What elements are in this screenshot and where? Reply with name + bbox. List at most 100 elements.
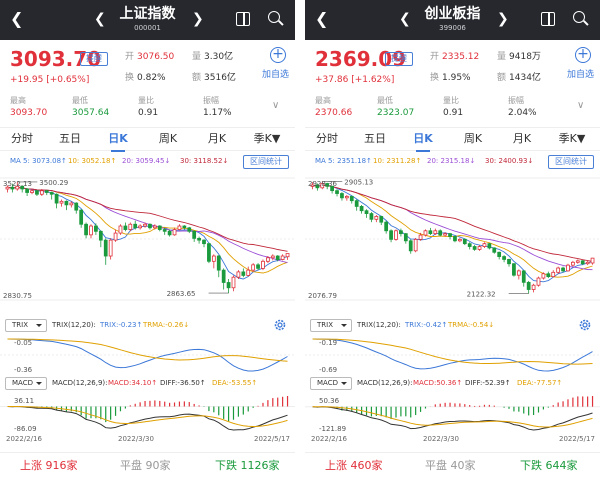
add-circle-icon[interactable]: +	[575, 47, 591, 63]
trix-bottom-label: -0.36	[14, 366, 33, 374]
candle-body	[10, 186, 15, 190]
split-screen-icon[interactable]	[236, 12, 250, 26]
back-arrow-icon[interactable]: ❮	[315, 9, 329, 28]
chevron-down-icon[interactable]: ∨	[577, 100, 585, 111]
tab-weekly-k[interactable]: 周K	[463, 132, 483, 145]
date-mid: 2022/3/30	[423, 435, 459, 443]
candle-body	[30, 190, 34, 193]
prev-arrow-icon[interactable]: ❮	[94, 11, 106, 27]
candle-body	[325, 183, 330, 187]
settings-gear-icon[interactable]	[578, 318, 592, 332]
candlestick-chart[interactable]: 2905.13 2122.32 2928.36 2076.79	[305, 172, 600, 312]
price-change: +19.95 [+0.65%]	[10, 75, 90, 85]
range-stats-button[interactable]: 区间统计	[548, 155, 594, 169]
trix-chart[interactable]: -0.19 -0.69	[305, 335, 600, 375]
candle-body	[585, 261, 590, 265]
axis-top-label: 2928.36	[308, 180, 337, 188]
ma20-label: 20: 3059.45↓	[122, 157, 171, 165]
tab-daily-k[interactable]: 日K	[403, 131, 443, 152]
amplitude-stat: 振幅 1.17%	[203, 96, 232, 118]
current-price: 3093.70	[10, 47, 102, 71]
candle-body	[59, 200, 64, 204]
macd-selector[interactable]: MACD	[310, 377, 352, 390]
back-arrow-icon[interactable]: ❮	[10, 9, 24, 28]
remind-button[interactable]: 提醒	[385, 52, 413, 66]
search-icon[interactable]	[268, 11, 280, 23]
candle-body	[182, 225, 187, 229]
candle-body	[35, 190, 39, 195]
tab-quarterly-k[interactable]: 季K▼	[558, 132, 586, 145]
candle-body	[580, 260, 585, 265]
candle-body	[133, 223, 138, 229]
trix-selector[interactable]: TRIX	[5, 319, 47, 332]
candle-body	[128, 223, 133, 230]
rise-count: 上涨 916家	[20, 459, 78, 472]
high-stat: 最高 2370.66	[315, 96, 353, 118]
date-end: 2022/5/17	[559, 435, 595, 443]
turnover-stat: 换 0.82%	[125, 73, 166, 83]
dea-line	[312, 406, 593, 428]
tab-intraday[interactable]: 分时	[11, 132, 33, 145]
amplitude-stat: 振幅 2.04%	[508, 96, 537, 118]
candle-body	[69, 202, 74, 206]
next-arrow-icon[interactable]: ❯	[192, 11, 204, 27]
search-icon[interactable]	[573, 11, 585, 23]
tab-five-day[interactable]: 五日	[59, 132, 81, 145]
candle-body	[590, 257, 595, 264]
candle-body	[167, 230, 172, 236]
candle-body	[566, 264, 570, 272]
breadth-footer: 上涨 916家 平盘 90家 下跌 1126家	[0, 452, 295, 479]
candle-body	[207, 243, 211, 262]
candle-body	[374, 216, 379, 220]
settings-gear-icon[interactable]	[273, 318, 287, 332]
panel-shanghai: ❮ ❮ 上证指数 000001 ❯ 3093.70 提醒 +19.95 [+0.…	[0, 0, 295, 479]
dea-value: DEA:-77.57↑	[517, 379, 563, 387]
tab-weekly-k[interactable]: 周K	[158, 132, 178, 145]
candle-body	[453, 236, 457, 242]
tab-monthly-k[interactable]: 月K	[207, 132, 227, 145]
tab-monthly-k[interactable]: 月K	[512, 132, 532, 145]
candle-body	[270, 255, 275, 259]
split-screen-icon[interactable]	[541, 12, 555, 26]
add-watchlist-button[interactable]: 加自选	[567, 70, 595, 80]
candlestick-chart[interactable]: 3500.29 2863.65 3522.13 2830.75	[0, 172, 295, 312]
macd-header: MACD MACD(12,26,9): MACD:34.10↑ DIFF:-36…	[0, 377, 295, 391]
open-stat: 开 2335.12	[430, 52, 480, 62]
flat-count: 平盘 90家	[120, 459, 171, 472]
prev-arrow-icon[interactable]: ❮	[399, 11, 411, 27]
macd-selector[interactable]: MACD	[5, 377, 47, 390]
candle-body	[433, 230, 438, 235]
candle-body	[25, 188, 29, 193]
candle-body	[275, 255, 280, 260]
macd-chart[interactable]: 36.11 -86.09	[0, 393, 295, 433]
trix-bottom-label: -0.69	[319, 366, 337, 374]
next-arrow-icon[interactable]: ❯	[497, 11, 509, 27]
macd-chart[interactable]: 50.36 -121.89	[305, 393, 600, 433]
candle-body	[531, 284, 536, 290]
candle-body	[226, 282, 231, 289]
macd-top-label: 36.11	[14, 397, 34, 405]
volume-stat: 量 9418万	[497, 52, 541, 62]
add-circle-icon[interactable]: +	[270, 47, 286, 63]
trix-top-label: -0.05	[14, 339, 32, 347]
candle-body	[364, 210, 369, 214]
trix-selector[interactable]: TRIX	[310, 319, 352, 332]
add-watchlist-button[interactable]: 加自选	[262, 70, 290, 80]
range-stats-button[interactable]: 区间统计	[243, 155, 289, 169]
trix-chart[interactable]: -0.05 -0.36	[0, 335, 295, 375]
remind-button[interactable]: 提醒	[80, 52, 108, 66]
flat-count: 平盘 40家	[425, 459, 476, 472]
tab-daily-k[interactable]: 日K	[98, 131, 138, 152]
candle-body	[369, 213, 374, 220]
tab-intraday[interactable]: 分时	[316, 132, 338, 145]
chevron-down-icon[interactable]: ∨	[272, 100, 280, 111]
trix-params: TRIX(12,20):	[357, 321, 401, 329]
macd-bottom-label: -86.09	[14, 425, 37, 433]
ma20-label: 20: 2315.18↓	[427, 157, 476, 165]
candle-body	[211, 255, 216, 262]
candle-body	[551, 271, 556, 278]
tab-quarterly-k[interactable]: 季K▼	[253, 132, 281, 145]
candle-body	[482, 243, 487, 247]
trix-params: TRIX(12,20):	[52, 321, 96, 329]
tab-five-day[interactable]: 五日	[364, 132, 386, 145]
